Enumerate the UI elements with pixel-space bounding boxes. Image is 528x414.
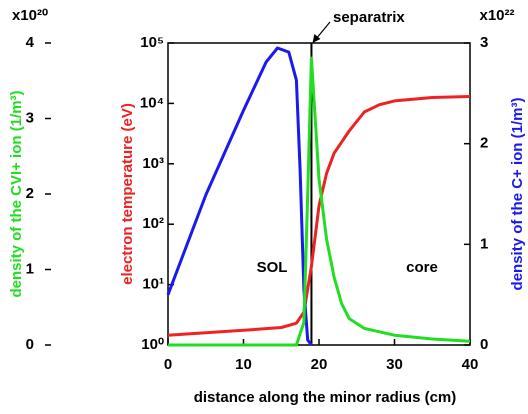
y2-tick-label: 3 xyxy=(480,34,488,51)
y2-axis-label: density of the C+ ion (1/m³) xyxy=(509,98,526,291)
annotation: separatrix xyxy=(333,9,405,26)
line-series xyxy=(166,46,313,346)
x-tick-label: 10 xyxy=(235,356,252,373)
y-axis-label: electron temperature (eV) xyxy=(119,103,136,285)
y-tick-label: 10² xyxy=(142,215,164,232)
y3-axis-label: density of the CVI+ ion (1/m³) xyxy=(8,90,25,297)
y3-tick-label: 3 xyxy=(26,109,34,126)
annotation: core xyxy=(406,259,438,276)
y-tick-label: 10⁰ xyxy=(141,336,164,353)
y-tick-label: 10⁴ xyxy=(140,94,164,111)
plot-frame xyxy=(167,42,471,346)
x-tick-label: 30 xyxy=(386,356,403,373)
line-series xyxy=(168,56,471,347)
y3-multiplier: x10²⁰ xyxy=(12,7,48,24)
y2-tick-label: 2 xyxy=(480,135,488,152)
y2-tick-label: 1 xyxy=(480,235,488,252)
y2-tick-label: 0 xyxy=(480,336,488,353)
x-axis-label: distance along the minor radius (cm) xyxy=(194,389,457,406)
annotation: SOL xyxy=(257,259,288,276)
y3-tick-label: 4 xyxy=(26,34,35,51)
y3-tick-label: 0 xyxy=(26,336,34,353)
y3-tick-label: 2 xyxy=(26,185,34,202)
x-tick-label: 40 xyxy=(462,356,479,373)
y-tick-label: 10⁵ xyxy=(140,34,164,51)
line-series xyxy=(167,95,471,337)
y-tick-label: 10³ xyxy=(142,155,164,172)
y-tick-label: 10¹ xyxy=(142,276,164,293)
x-tick-label: 20 xyxy=(311,356,328,373)
arrow-head xyxy=(312,34,321,43)
y3-tick-label: 1 xyxy=(26,260,34,277)
x-tick-label: 0 xyxy=(164,356,172,373)
y2-multiplier: x10²² xyxy=(479,7,514,24)
